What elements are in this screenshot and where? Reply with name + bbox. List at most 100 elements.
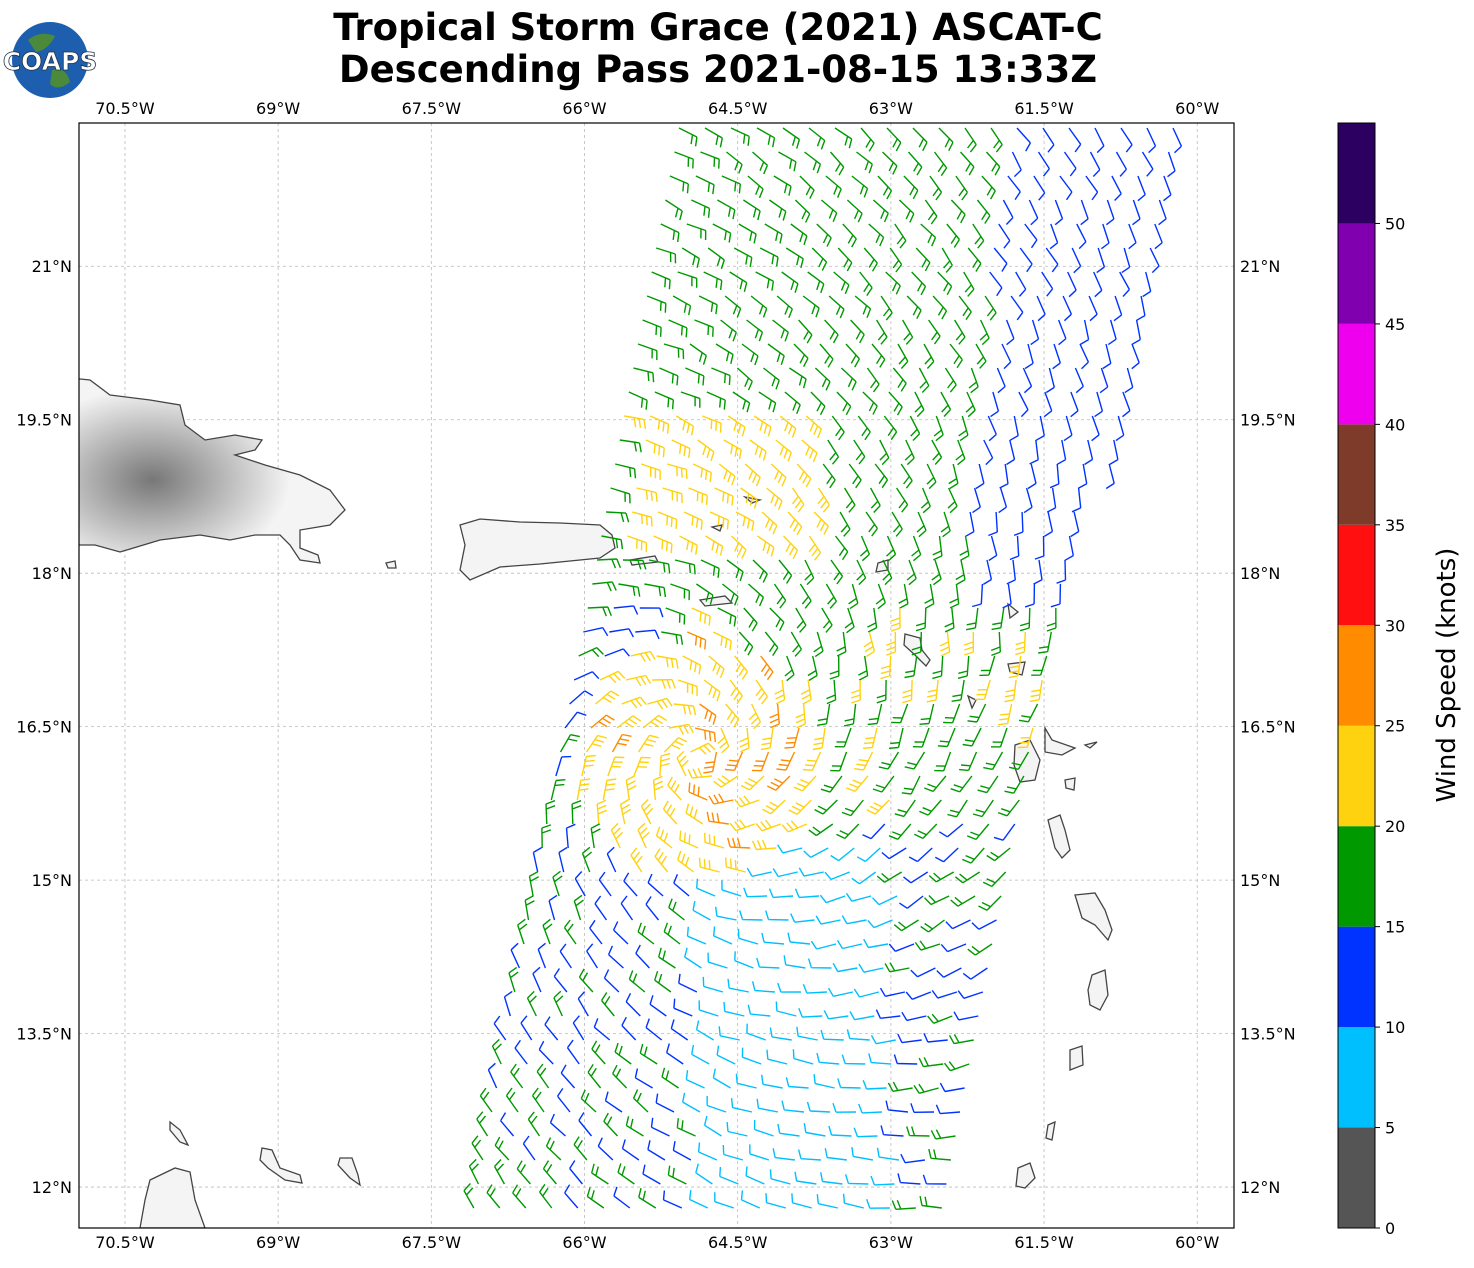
wind-barb (532, 966, 542, 993)
wind-barb (958, 295, 972, 321)
wind-barb (729, 819, 756, 832)
wind-barb (1024, 583, 1036, 608)
wind-barb (905, 991, 932, 1000)
wind-barb (731, 535, 747, 559)
wind-barb (965, 511, 975, 537)
wind-barb (843, 703, 857, 727)
wind-barb (892, 367, 907, 392)
wind-barb (751, 839, 777, 851)
wind-barb (621, 1139, 640, 1161)
south-islands (139, 1120, 361, 1228)
wind-barb (923, 1033, 948, 1043)
wind-barb (1120, 127, 1133, 153)
wind-barb (827, 987, 854, 997)
wind-barb (1163, 175, 1172, 202)
wind-barb (755, 819, 782, 832)
wind-barb (758, 391, 777, 413)
wind-barb (998, 223, 1011, 249)
wind-barb (668, 723, 694, 735)
wind-barb (790, 913, 815, 923)
wind-barb (714, 1192, 735, 1209)
wind-barb (940, 511, 951, 538)
wind-barb (740, 1190, 761, 1209)
wind-barb (859, 271, 873, 296)
wind-barb (1007, 175, 1021, 200)
wind-barb (769, 1169, 791, 1185)
wind-barb (844, 607, 855, 634)
wind-barb (891, 511, 903, 537)
wind-barb (1063, 415, 1073, 442)
wind-barb (637, 343, 658, 361)
wind-barb (870, 1035, 896, 1045)
wind-barb (829, 151, 845, 176)
wind-barb (990, 727, 1008, 748)
wind-barb (816, 223, 832, 247)
wind-barb (915, 607, 927, 632)
wind-barb (673, 874, 690, 897)
wind-barb (522, 1135, 536, 1161)
wind-barb (948, 463, 959, 490)
wind-barb (976, 199, 991, 224)
wind-barb (675, 415, 695, 436)
wind-barb (815, 915, 841, 925)
wind-barb (564, 1184, 579, 1209)
wind-barb (637, 734, 659, 753)
wind-barb (830, 751, 848, 772)
wind-barb (1107, 319, 1117, 346)
wind-barb (1043, 511, 1054, 537)
wind-barb (901, 775, 921, 795)
wind-barb (1109, 439, 1119, 466)
wind-barb (635, 944, 650, 969)
x-tick-label-top: 67.5°W (402, 99, 462, 118)
wind-barb (625, 1116, 644, 1137)
wind-barb (667, 1165, 687, 1185)
colorbar-tick-label: 45 (1385, 315, 1405, 334)
wind-barb (904, 439, 915, 466)
wind-barb (744, 463, 761, 487)
wind-barb (581, 754, 596, 777)
wind-barb (764, 223, 783, 244)
wind-barb (931, 439, 943, 465)
wind-barb (1167, 151, 1176, 178)
wind-barb (746, 319, 764, 342)
wind-barb (670, 583, 690, 601)
wind-barb (802, 751, 822, 771)
wind-barb (1113, 295, 1123, 322)
wind-barb (918, 367, 930, 393)
wind-barb (563, 919, 577, 945)
wind-barb (722, 1144, 744, 1161)
wind-barb (1045, 367, 1055, 394)
wind-barb (691, 199, 711, 218)
x-tick-label-top: 66°W (562, 99, 606, 118)
wind-barb (825, 583, 838, 609)
wind-barb (694, 727, 716, 743)
wind-barb (1041, 271, 1054, 297)
wind-barb (889, 247, 903, 273)
wind-barb (699, 703, 717, 725)
wind-barb (885, 1100, 909, 1113)
wind-barb (851, 871, 877, 885)
dominica (1047, 777, 1076, 860)
wind-barb (721, 583, 739, 606)
wind-barb (989, 271, 1003, 297)
wind-barb (932, 535, 943, 561)
wind-barb (762, 799, 786, 815)
wind-barb (903, 175, 919, 200)
wind-barb (476, 1111, 489, 1137)
wind-barb (793, 343, 809, 368)
logo-land (28, 33, 70, 88)
wind-barb (734, 655, 748, 680)
wind-barb (617, 1163, 635, 1185)
wind-barb (685, 803, 704, 825)
wind-barb (566, 1039, 580, 1065)
wind-barb (576, 778, 591, 801)
wind-barb (962, 967, 988, 980)
wind-barb (959, 151, 975, 176)
wind-barb (938, 127, 954, 152)
wind-barb (1043, 391, 1053, 418)
wind-barb (950, 775, 973, 793)
wind-barb (1132, 199, 1141, 226)
wind-barb (950, 199, 966, 224)
colorbar-segment (1338, 323, 1375, 425)
wind-barb (1079, 343, 1090, 370)
